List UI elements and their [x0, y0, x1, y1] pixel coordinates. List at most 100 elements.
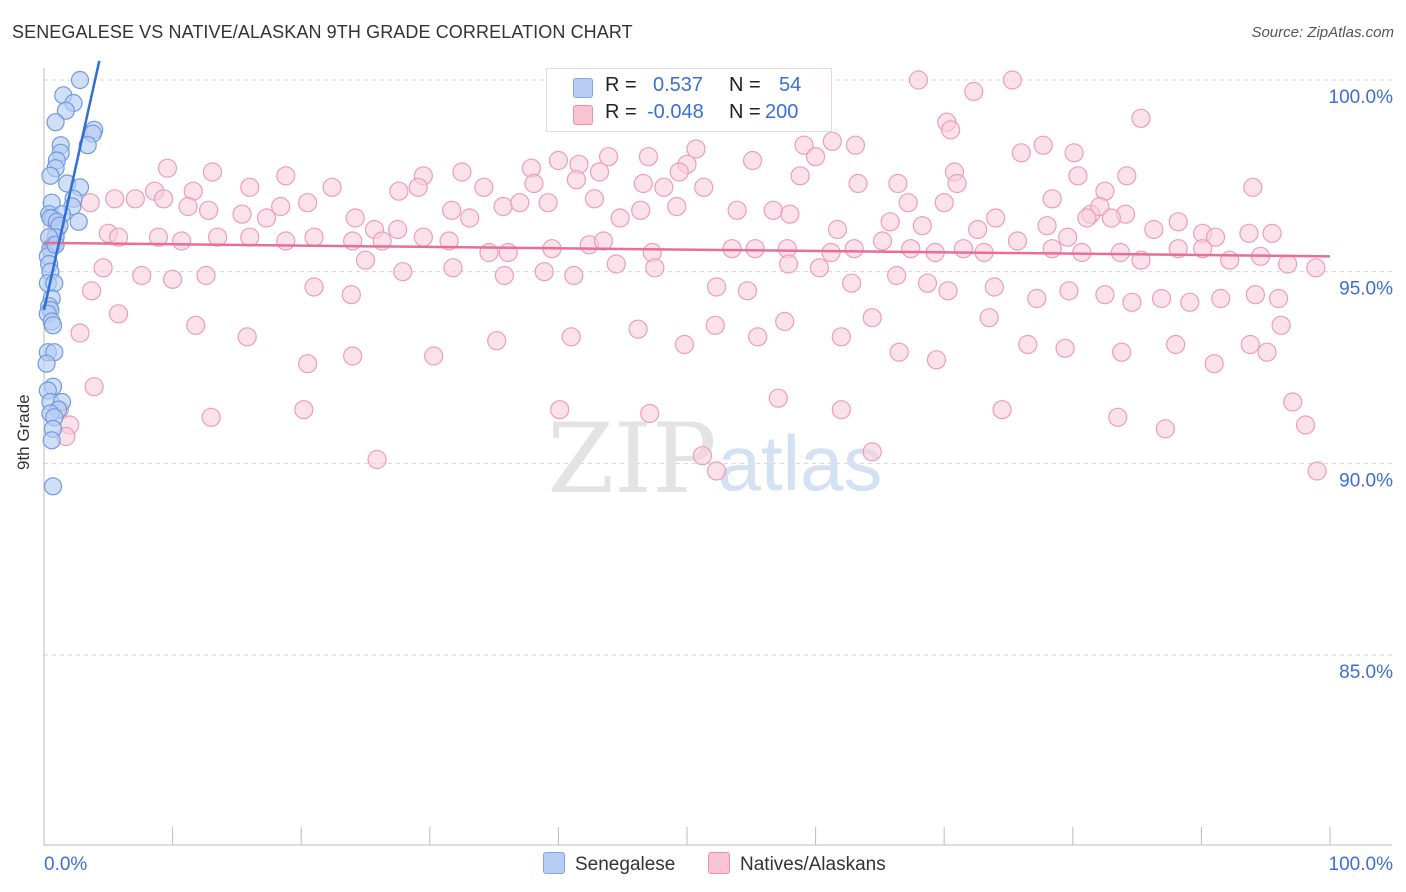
- x-tick-label-min: 0.0%: [44, 854, 87, 875]
- natives-point: [917, 273, 938, 293]
- natives-point: [389, 181, 409, 201]
- source-label: Source: ZipAtlas.com: [1251, 24, 1394, 41]
- natives-point: [844, 239, 864, 259]
- natives-point: [880, 212, 900, 232]
- natives-point: [1055, 338, 1075, 358]
- natives-point: [667, 196, 687, 217]
- natives-point: [610, 208, 630, 228]
- natives-point: [889, 342, 909, 362]
- legend-swatch-natives: [573, 105, 593, 125]
- natives-point: [498, 242, 518, 263]
- senegalese-point: [46, 235, 65, 254]
- senegalese-point: [41, 166, 60, 185]
- natives-point: [341, 285, 361, 305]
- natives-point: [887, 265, 907, 286]
- natives-point: [686, 139, 706, 159]
- legend-n-label: N =: [729, 74, 761, 96]
- natives-point: [631, 200, 651, 220]
- x-tick-label-max: 100.0%: [1329, 854, 1394, 875]
- natives-point: [1166, 334, 1186, 355]
- natives-point: [775, 311, 795, 332]
- natives-point: [304, 277, 324, 297]
- natives-point: [1205, 227, 1226, 247]
- correlation-legend: R = 0.537 N = 54 R = -0.048 N = 200: [546, 68, 832, 132]
- natives-point: [487, 331, 507, 351]
- senegalese-points: [37, 70, 104, 496]
- natives-point: [1042, 189, 1062, 209]
- natives-point: [1122, 292, 1142, 312]
- natives-point: [460, 208, 480, 228]
- natives-point: [979, 308, 999, 328]
- natives-point: [1027, 288, 1047, 309]
- legend-r-value: 0.537: [653, 74, 704, 96]
- natives-point: [692, 446, 713, 466]
- natives-point: [548, 150, 569, 171]
- natives-point: [831, 327, 851, 347]
- natives-point: [1037, 216, 1057, 236]
- natives-point: [1277, 254, 1298, 274]
- natives-point: [1077, 208, 1097, 228]
- natives-point: [1239, 223, 1259, 243]
- natives-point: [1011, 143, 1031, 163]
- natives-point: [737, 281, 758, 301]
- natives-point: [494, 265, 514, 286]
- senegalese-point: [42, 431, 61, 450]
- natives-point: [1262, 223, 1282, 243]
- natives-point: [722, 239, 742, 259]
- natives-point: [934, 193, 954, 213]
- trend-lines: [42, 60, 1331, 311]
- natives-point: [1295, 415, 1316, 435]
- natives-point: [938, 281, 958, 301]
- natives-point: [240, 177, 260, 197]
- natives-point: [584, 189, 605, 209]
- natives-point: [566, 170, 587, 190]
- natives-point: [439, 231, 459, 251]
- natives-point: [1220, 250, 1240, 270]
- natives-point: [442, 200, 462, 220]
- natives-point: [298, 193, 318, 213]
- legend-r-label: R =: [605, 74, 637, 96]
- natives-point: [706, 277, 727, 297]
- natives-point: [1257, 342, 1277, 362]
- natives-point: [809, 258, 830, 278]
- natives-point: [1168, 212, 1188, 232]
- natives-point: [424, 346, 444, 366]
- natives-point: [105, 189, 125, 209]
- watermark-zip: ZIP: [547, 403, 716, 515]
- natives-trend-line: [43, 241, 1331, 258]
- natives-point: [845, 135, 866, 155]
- natives-point: [1168, 239, 1188, 259]
- y-tick-label: 85.0%: [1339, 662, 1393, 683]
- natives-point: [132, 265, 152, 286]
- natives-point: [1283, 392, 1303, 412]
- natives-point: [232, 204, 252, 224]
- natives-point: [831, 400, 851, 420]
- natives-point: [1042, 239, 1062, 259]
- natives-point: [986, 208, 1006, 228]
- natives-point: [727, 200, 747, 220]
- natives-point: [561, 327, 581, 347]
- natives-point: [1151, 288, 1172, 309]
- natives-point: [1090, 196, 1110, 217]
- natives-point: [256, 208, 277, 228]
- natives-point: [748, 327, 768, 347]
- natives-point: [827, 219, 848, 240]
- natives-point: [593, 231, 614, 251]
- natives-point: [196, 265, 216, 286]
- natives-point: [1245, 285, 1266, 305]
- natives-point: [474, 177, 494, 197]
- senegalese-point: [37, 354, 56, 373]
- natives-point: [1155, 419, 1175, 439]
- natives-point: [589, 162, 610, 182]
- natives-point: [148, 227, 169, 247]
- senegalese-point: [43, 477, 63, 496]
- bottom-legend-label-natives: Natives/Alaskans: [740, 854, 886, 875]
- natives-point: [654, 177, 674, 197]
- natives-point: [298, 354, 318, 374]
- natives-point: [355, 250, 376, 270]
- natives-point: [199, 200, 219, 220]
- natives-point: [645, 258, 665, 278]
- natives-point: [108, 227, 129, 247]
- senegalese-trend-line: [42, 60, 101, 311]
- watermark-atlas: atlas: [718, 419, 883, 507]
